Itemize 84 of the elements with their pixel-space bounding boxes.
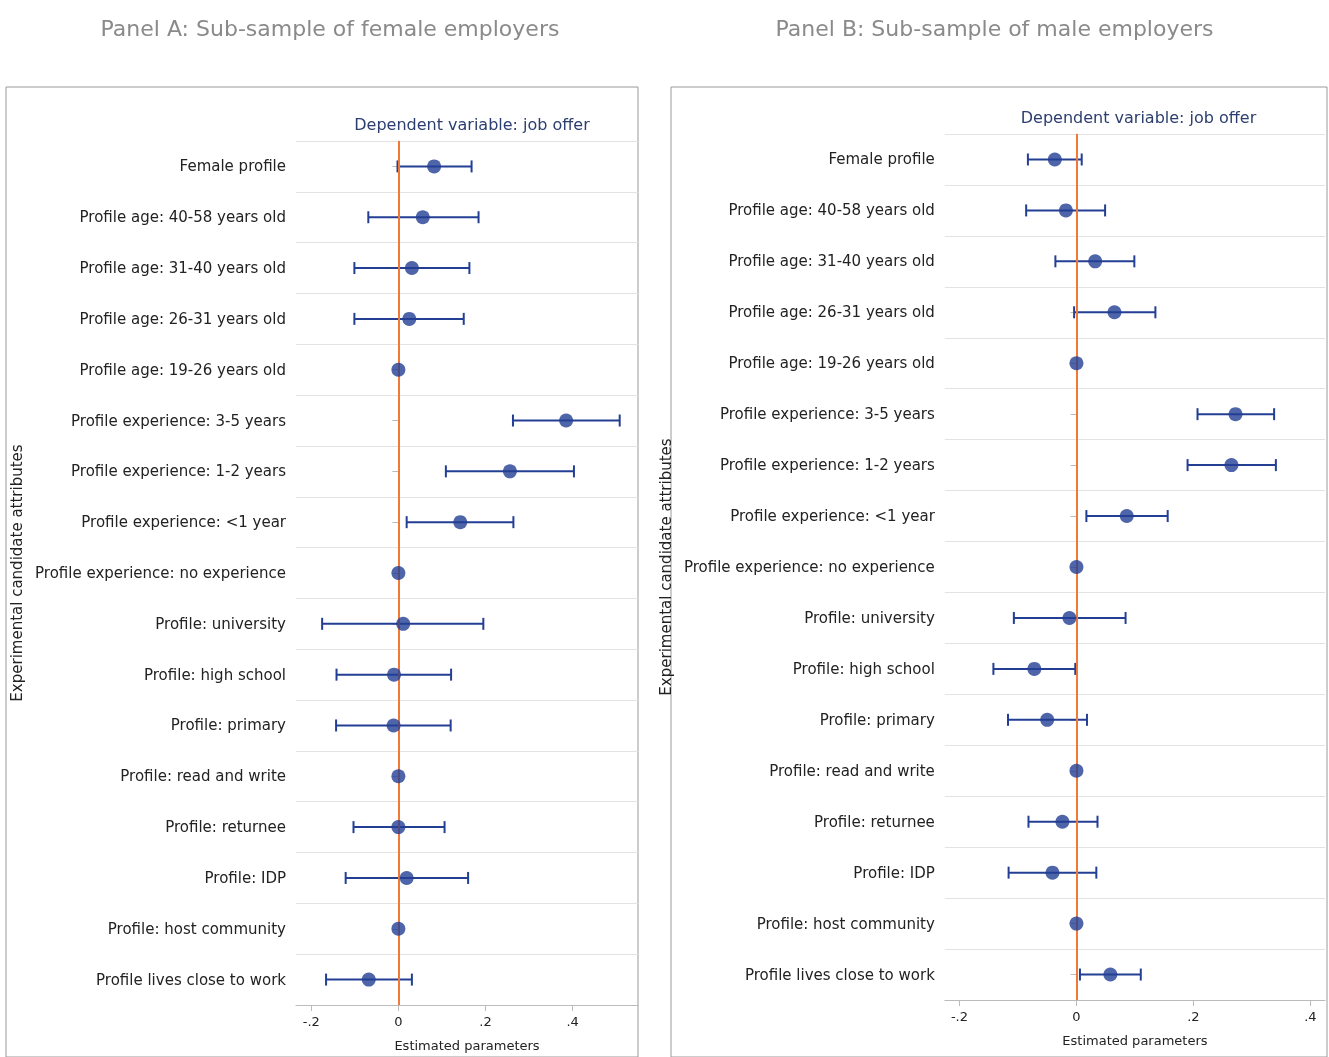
point — [453, 515, 468, 530]
point — [391, 362, 406, 377]
point — [1119, 509, 1134, 524]
y-tick-label: Profile: read and write — [769, 761, 935, 780]
y-tick-label: Profile age: 26-31 years old — [728, 303, 935, 322]
y-tick-label: Profile: returnee — [814, 812, 935, 831]
y-axis-title: Experimental candidate attributes — [7, 444, 26, 702]
y-tick-label: Female profile — [179, 157, 286, 176]
x-axis-title: Estimated parameters — [394, 1038, 540, 1053]
chart-subtitle: Dependent variable: job offer — [1020, 107, 1257, 127]
y-tick-label: Profile experience: <1 year — [81, 513, 287, 532]
y-tick-label: Profile age: 31-40 years old — [79, 259, 286, 278]
x-tick-label: .4 — [1304, 1009, 1317, 1024]
x-tick-label: -.2 — [302, 1014, 320, 1029]
y-tick-label: Profile experience: 1-2 years — [71, 462, 287, 481]
point — [1224, 458, 1239, 473]
point — [391, 820, 406, 835]
y-tick-label: Profile age: 26-31 years old — [79, 309, 286, 328]
y-tick-label: Profile lives close to work — [96, 970, 287, 989]
point — [427, 159, 442, 174]
chart-subtitle: Dependent variable: job offer — [354, 114, 591, 134]
y-tick-label: Profile: host community — [756, 914, 935, 933]
x-tick-label: .2 — [479, 1014, 492, 1029]
y-tick-label: Profile age: 40-58 years old — [79, 208, 286, 227]
point — [391, 769, 406, 784]
point — [1103, 967, 1118, 982]
point — [1027, 661, 1042, 676]
y-tick-label: Profile age: 19-26 years old — [728, 354, 935, 373]
x-tick-label: 0 — [1072, 1009, 1081, 1024]
y-tick-label: Profile: host community — [107, 919, 287, 938]
point — [391, 921, 406, 936]
point — [402, 311, 417, 326]
point — [396, 616, 411, 631]
point — [1055, 814, 1070, 829]
y-tick-label: Profile experience: 3-5 years — [719, 405, 936, 424]
y-tick-label: Profile experience: no experience — [683, 558, 935, 576]
point — [391, 566, 406, 580]
point — [399, 870, 414, 885]
y-tick-label: Profile: IDP — [853, 863, 935, 882]
point — [404, 261, 419, 276]
x-tick-label: .2 — [1187, 1009, 1200, 1024]
chart-title: Panel A: Sub-sample of female employers — [100, 15, 560, 41]
point — [361, 972, 376, 987]
point — [387, 667, 402, 682]
y-tick-label: Profile experience: 1-2 years — [719, 456, 936, 475]
y-tick-label: Profile age: 31-40 years old — [728, 252, 935, 271]
point — [1069, 916, 1084, 931]
point — [1088, 254, 1103, 269]
point — [386, 718, 401, 733]
point — [1047, 152, 1062, 167]
point — [1062, 610, 1077, 625]
y-tick-label: Profile: read and write — [120, 767, 286, 786]
y-tick-label: Female profile — [828, 150, 935, 169]
point — [1069, 356, 1084, 371]
point — [1228, 407, 1243, 422]
point — [502, 464, 517, 479]
point — [1069, 763, 1084, 778]
y-tick-label: Profile: university — [804, 608, 935, 627]
x-tick-label: .4 — [566, 1014, 579, 1029]
y-tick-label: Profile: primary — [819, 710, 935, 729]
y-tick-label: Profile experience: 3-5 years — [71, 411, 287, 430]
chart-title: Panel B: Sub-sample of male employers — [775, 15, 1214, 41]
point — [1058, 203, 1073, 218]
y-tick-label: Profile age: 19-26 years old — [79, 360, 286, 379]
x-axis-title: Estimated parameters — [1062, 1033, 1208, 1048]
y-tick-label: Profile age: 40-58 years old — [728, 201, 935, 220]
y-tick-label: Profile: high school — [143, 665, 286, 684]
y-tick-label: Profile experience: no experience — [35, 564, 286, 582]
y-axis-title: Experimental candidate attributes — [656, 438, 675, 696]
y-tick-label: Profile: returnee — [165, 818, 286, 837]
point — [1045, 865, 1060, 880]
y-tick-label: Profile: university — [155, 614, 287, 633]
point — [559, 413, 574, 428]
x-tick-label: -.2 — [950, 1009, 969, 1024]
point — [1069, 560, 1084, 574]
point — [415, 210, 430, 225]
y-tick-label: Profile: primary — [170, 716, 287, 735]
y-tick-label: Profile lives close to work — [744, 965, 936, 984]
y-tick-label: Profile: high school — [792, 659, 935, 678]
y-tick-label: Profile experience: <1 year — [730, 507, 936, 526]
y-tick-label: Profile: IDP — [204, 868, 286, 887]
point — [1107, 305, 1122, 320]
point — [1040, 712, 1055, 727]
x-tick-label: 0 — [394, 1014, 403, 1029]
